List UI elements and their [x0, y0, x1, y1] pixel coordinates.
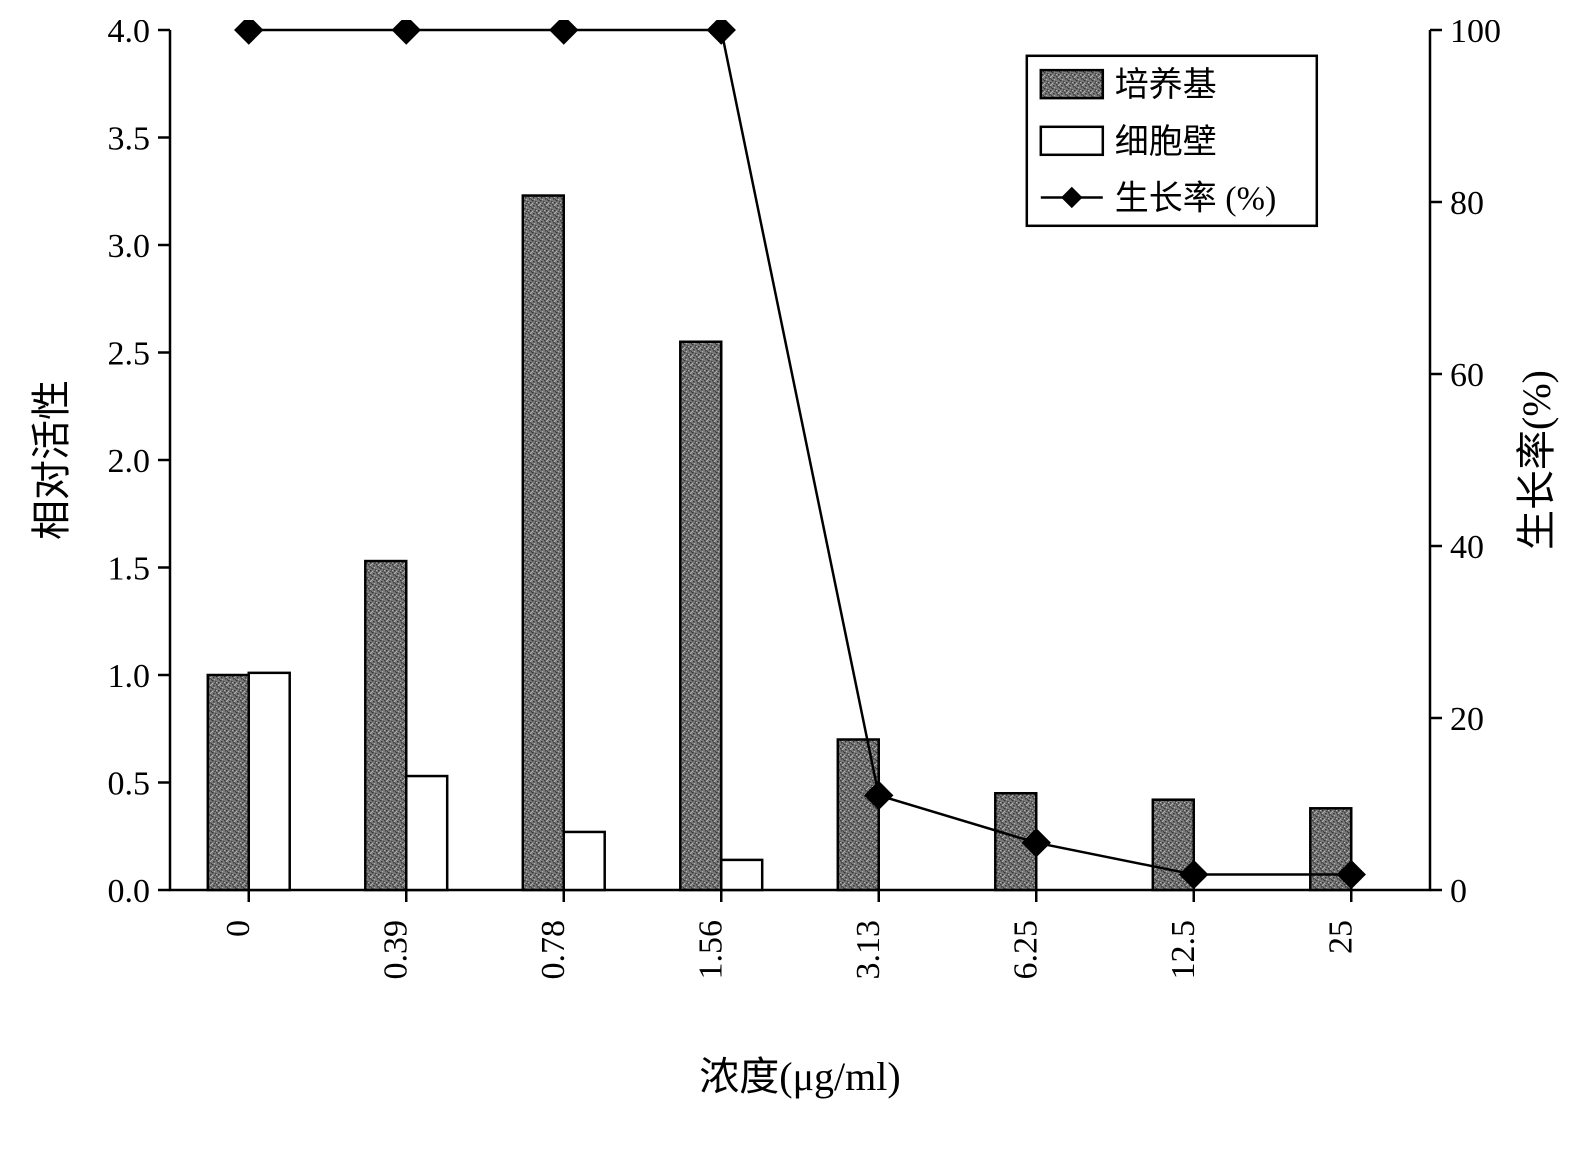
- growth-marker-diamond: [235, 20, 263, 44]
- x-tick-label: 0: [220, 920, 257, 937]
- legend-label-medium: 培养基: [1115, 66, 1217, 104]
- bar-medium: [680, 342, 721, 890]
- bar-medium: [365, 561, 406, 890]
- y-left-tick-label: 1.0: [108, 658, 151, 695]
- bar-cellwall: [406, 776, 447, 890]
- legend-swatch-medium: [1041, 70, 1103, 98]
- y-left-tick-label: 2.0: [108, 443, 151, 480]
- y-left-tick-label: 3.5: [108, 121, 151, 158]
- y-right-tick-label: 20: [1450, 701, 1484, 738]
- x-title: 浓度(μg/ml): [699, 1054, 900, 1099]
- y-left-tick-label: 2.5: [108, 336, 151, 373]
- y-left-tick-label: 0.5: [108, 766, 151, 803]
- legend-label-cellwall: 细胞壁: [1115, 123, 1217, 161]
- y-right-title: 生长率(%): [1514, 370, 1559, 550]
- y-right-tick-label: 80: [1450, 185, 1484, 222]
- bar-medium: [208, 675, 249, 890]
- x-tick-label: 12.5: [1165, 920, 1202, 980]
- bar-medium: [523, 196, 564, 890]
- bar-cellwall: [249, 673, 290, 890]
- y-right-tick-label: 60: [1450, 357, 1484, 394]
- growth-marker-diamond: [392, 20, 420, 44]
- bar-cellwall: [721, 860, 762, 890]
- x-tick-label: 6.25: [1007, 920, 1044, 980]
- y-left-tick-label: 4.0: [108, 20, 151, 50]
- x-tick-label: 0.39: [377, 920, 414, 980]
- bar-cellwall: [564, 832, 605, 890]
- x-tick-label: 25: [1322, 920, 1359, 954]
- y-left-tick-label: 0.0: [108, 873, 151, 910]
- growth-marker-diamond: [707, 20, 735, 44]
- y-right-tick-label: 100: [1450, 20, 1501, 50]
- legend-label-growth: 生长率 (%): [1115, 179, 1276, 217]
- y-right-tick-label: 40: [1450, 529, 1484, 566]
- chart-svg: 0.0 0.5 1.0 1.5 2.0 2.5 3.0 3.5 4.0 0 20 40 60 80 100 0…: [20, 20, 1576, 1140]
- legend-swatch-cellwall: [1041, 127, 1103, 155]
- chart-container: 0.0 0.5 1.0 1.5 2.0 2.5 3.0 3.5 4.0 0 20 40 60 80 100 0…: [20, 20, 1576, 1140]
- x-tick-label: 3.13: [850, 920, 887, 980]
- y-right-tick-label: 0: [1450, 873, 1467, 910]
- x-tick-label: 1.56: [692, 920, 729, 980]
- growth-marker-diamond: [550, 20, 578, 44]
- y-left-tick-label: 1.5: [108, 551, 151, 588]
- x-tick-label: 0.78: [535, 920, 572, 980]
- y-left-title: 相对活性: [29, 380, 74, 540]
- y-left-tick-label: 3.0: [108, 228, 151, 265]
